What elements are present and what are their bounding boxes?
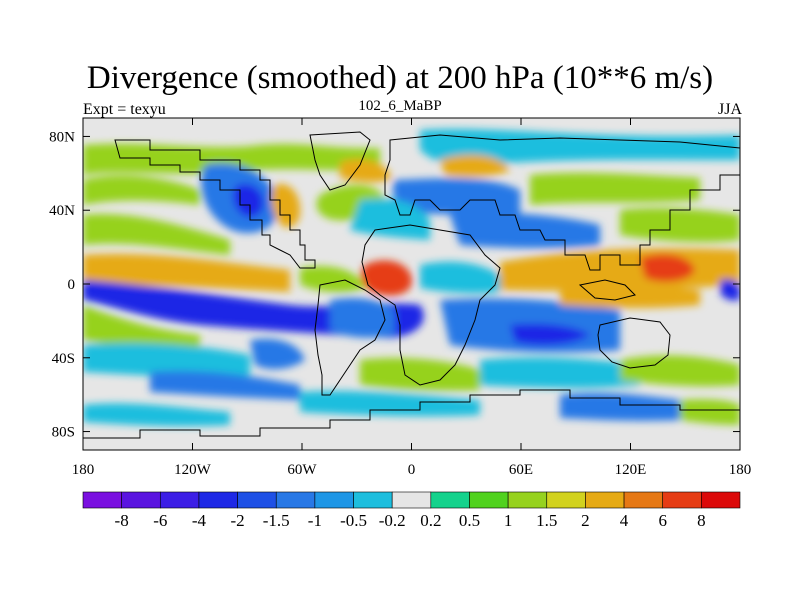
indian-ocean-teal bbox=[420, 261, 500, 294]
colorbar-swatch bbox=[585, 491, 625, 509]
colorbar-label: 0.5 bbox=[459, 511, 480, 530]
colorbar-swatch bbox=[391, 491, 432, 509]
colorbar-swatch bbox=[662, 491, 702, 509]
south-pacific-east-green bbox=[620, 355, 740, 387]
colorbar-swatch bbox=[198, 491, 238, 509]
latitude-axis: 80N 40N 0 40S 80S bbox=[49, 129, 740, 441]
arctic-green-band bbox=[83, 143, 380, 175]
colorbar-swatch bbox=[701, 491, 741, 509]
south-atlantic-blue bbox=[330, 298, 395, 338]
north-atlantic-yellow bbox=[340, 158, 392, 183]
colorbar-swatch bbox=[469, 491, 509, 509]
lon-tick-label: 120E bbox=[615, 462, 647, 478]
southern-blue-tongue bbox=[150, 370, 300, 400]
north-america-yellow-cell bbox=[271, 184, 301, 228]
central-asia-blue bbox=[450, 213, 600, 249]
antarctica-outline bbox=[83, 389, 740, 439]
africa-red-cell bbox=[360, 260, 413, 296]
run-id-label: 102_6_MaBP bbox=[358, 98, 442, 114]
colorbar-label: 8 bbox=[697, 511, 706, 530]
lat-tick-label: 80S bbox=[52, 425, 75, 441]
greenland-outline bbox=[309, 131, 371, 191]
antarctic-green bbox=[680, 399, 740, 425]
colorbar-label: -0.2 bbox=[379, 511, 406, 530]
lat-tick-label: 40S bbox=[52, 351, 75, 367]
lon-tick-label: 60E bbox=[509, 462, 533, 478]
southern-pacific-teal bbox=[83, 343, 250, 378]
east-indian-yellow bbox=[560, 282, 700, 309]
colorbar-label: -8 bbox=[115, 511, 129, 530]
australia-outline bbox=[597, 317, 671, 369]
colorbar-label: 6 bbox=[658, 511, 667, 530]
north-america-outline bbox=[114, 139, 316, 269]
itcz-orange-band bbox=[83, 253, 290, 292]
longitude-axis: 180 120W 60W 0 60E 120E 180 bbox=[72, 118, 752, 478]
colorbar-swatch bbox=[353, 491, 393, 509]
lon-tick-label: 180 bbox=[729, 462, 752, 478]
eurasia-green bbox=[530, 172, 700, 205]
south-america-outline bbox=[314, 279, 386, 396]
southern-ocean-teal bbox=[480, 357, 640, 389]
plot-title: Divergence (smoothed) at 200 hPa (10**6 … bbox=[86, 60, 714, 96]
africa-outline bbox=[361, 224, 501, 386]
experiment-label: Expt = texyu bbox=[83, 101, 166, 118]
europe-blue bbox=[393, 178, 520, 216]
colorbar-swatch bbox=[121, 491, 161, 509]
arctic-north-pacific-green bbox=[83, 175, 200, 205]
colorbar-swatch bbox=[275, 491, 316, 509]
west-pacific-green bbox=[620, 207, 740, 243]
colorbar-swatch bbox=[507, 491, 548, 509]
colorbar-swatch bbox=[430, 491, 470, 509]
east-pacific-dark-blue bbox=[720, 279, 740, 301]
colorbar-label: -4 bbox=[192, 511, 207, 530]
lon-tick-label: 120W bbox=[174, 462, 212, 478]
south-indian-dark-blue bbox=[510, 323, 590, 346]
colorbar-label: 4 bbox=[620, 511, 629, 530]
asia-monsoon-red bbox=[640, 254, 695, 282]
colorbar-swatch bbox=[314, 491, 354, 509]
lon-tick-label: 0 bbox=[408, 462, 416, 478]
colorbar-swatch bbox=[237, 491, 277, 509]
antarctic-blue bbox=[560, 392, 680, 421]
asia-yellow bbox=[440, 154, 510, 177]
east-pacific-green-band bbox=[83, 214, 230, 255]
eurasia-outline bbox=[384, 134, 740, 271]
colorbar-swatch bbox=[546, 491, 586, 509]
lat-tick-label: 40N bbox=[49, 203, 75, 219]
colorbar-label: -6 bbox=[153, 511, 167, 530]
colorbar-label: -1.5 bbox=[263, 511, 290, 530]
colorbar-label: -1 bbox=[308, 511, 322, 530]
lon-tick-label: 60W bbox=[287, 462, 317, 478]
colorbar-swatch bbox=[159, 491, 200, 509]
lat-tick-label: 0 bbox=[68, 277, 76, 293]
lon-tick-label: 180 bbox=[72, 462, 95, 478]
southern-ocean-green bbox=[360, 358, 480, 391]
west-europe-teal bbox=[350, 198, 430, 240]
caribbean-green bbox=[300, 266, 365, 293]
colorbar-label: 2 bbox=[581, 511, 590, 530]
arctic-teal-band bbox=[420, 128, 740, 166]
north-pacific-dark-core bbox=[233, 184, 264, 218]
colorbar-swatch bbox=[82, 491, 122, 509]
lat-tick-label: 80N bbox=[49, 129, 75, 145]
colorbar-label: -2 bbox=[231, 511, 245, 530]
antarctic-teal bbox=[83, 403, 230, 427]
colorbar-label: 0.2 bbox=[420, 511, 441, 530]
colorbar-swatch bbox=[623, 491, 664, 509]
coastlines bbox=[83, 131, 740, 439]
southeast-asia-islands-outline bbox=[578, 279, 636, 301]
colorbar-label: 1.5 bbox=[536, 511, 557, 530]
south-pacific-green-band bbox=[83, 305, 200, 351]
colorbar-label: 1 bbox=[504, 511, 513, 530]
southern-teal-band bbox=[300, 390, 480, 417]
southern-pacific-blue bbox=[250, 338, 305, 370]
colorbar: -8 -6 -4 -2 -1.5 -1 -0.5 -0.2 0.2 0.5 1 1.5 2 4 6 8 bbox=[82, 491, 741, 530]
colorbar-label: -0.5 bbox=[340, 511, 367, 530]
season-label: JJA bbox=[717, 101, 742, 118]
divergence-field bbox=[83, 128, 740, 427]
